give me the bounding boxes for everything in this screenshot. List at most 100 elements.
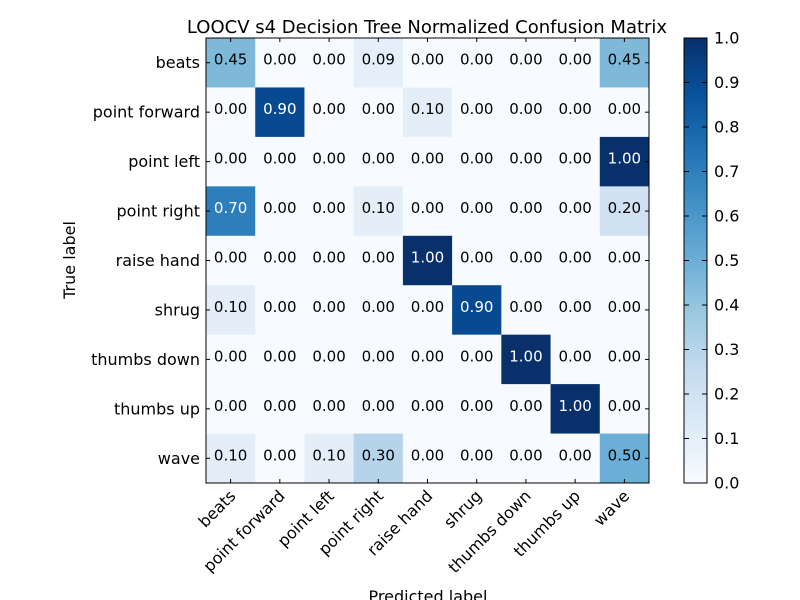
heatmap-cell	[599, 186, 650, 237]
heatmap-cell	[599, 38, 650, 88]
cell-value-label: 0.00	[509, 51, 542, 69]
colorbar-tick-label: 0.1	[714, 429, 739, 448]
heatmap-cell	[550, 285, 601, 336]
heatmap-cell	[353, 384, 404, 435]
heatmap-cell	[550, 433, 601, 484]
heatmap-cell	[501, 136, 552, 187]
colorbar-tick-label: 0.8	[714, 118, 739, 137]
cell-value-label: 0.00	[558, 298, 591, 316]
cell-value-label: 1.00	[558, 397, 591, 415]
cell-value-label: 0.30	[362, 446, 395, 464]
cell-value-label: 0.10	[214, 298, 247, 316]
heatmap-cell	[501, 235, 552, 286]
cell-value-label: 0.50	[608, 446, 641, 464]
heatmap-cell	[304, 384, 355, 435]
heatmap-cell	[402, 334, 453, 385]
cell-value-label: 0.00	[460, 347, 493, 365]
heatmap-cell	[353, 87, 404, 138]
cell-value-label: 0.00	[312, 298, 345, 316]
cell-value-label: 0.00	[312, 199, 345, 217]
heatmap-cell	[353, 433, 404, 484]
heatmap-cell	[452, 136, 502, 187]
heatmap-cell	[353, 38, 404, 88]
y-tick-label: raise hand	[116, 251, 200, 270]
heatmap-cell	[501, 334, 552, 385]
y-tick-label: thumbs up	[114, 399, 200, 418]
y-axis-label: True label	[60, 221, 79, 300]
cell-value-label: 0.00	[362, 249, 395, 267]
cell-value-label: 0.90	[460, 298, 493, 316]
cell-value-label: 0.00	[411, 397, 444, 415]
heatmap-cell	[206, 87, 256, 138]
y-tick-label: beats	[156, 53, 200, 72]
colorbar-tick-label: 0.4	[714, 296, 739, 315]
heatmap-cell	[402, 186, 453, 237]
heatmap-cell	[206, 235, 256, 286]
heatmap-cell	[599, 87, 650, 138]
cell-value-label: 0.09	[362, 51, 395, 69]
cell-value-label: 0.00	[312, 150, 345, 168]
cell-value-label: 0.00	[558, 100, 591, 118]
heatmap-cell	[599, 136, 650, 187]
heatmap-cell	[452, 186, 502, 237]
cell-value-label: 0.00	[509, 100, 542, 118]
cell-value-label: 0.90	[263, 100, 296, 118]
colorbar-tick-label: 0.2	[714, 385, 739, 404]
cell-value-label: 0.00	[509, 446, 542, 464]
colorbar-tick-label: 0.6	[714, 207, 739, 226]
cell-value-label: 0.10	[411, 100, 444, 118]
cell-value-label: 1.00	[411, 249, 444, 267]
cell-value-label: 0.00	[411, 298, 444, 316]
heatmap-cell	[255, 235, 305, 286]
cell-value-label: 0.00	[214, 347, 247, 365]
heatmap-cell	[402, 384, 453, 435]
cell-value-label: 0.00	[608, 347, 641, 365]
heatmap-cell	[255, 384, 305, 435]
heatmap-cell	[353, 186, 404, 237]
cell-value-label: 0.00	[263, 51, 296, 69]
heatmap-cell	[599, 285, 650, 336]
heatmap-cell	[501, 285, 552, 336]
cell-value-label: 0.00	[362, 298, 395, 316]
cell-value-label: 0.00	[263, 150, 296, 168]
heatmap-cell	[452, 87, 502, 138]
cell-value-label: 0.00	[312, 51, 345, 69]
heatmap-cell	[206, 285, 256, 336]
heatmap-cell	[452, 235, 502, 286]
colorbar-tick-label: 0.9	[714, 73, 739, 92]
heatmap-cell	[550, 186, 601, 237]
heatmap-cell	[206, 186, 256, 237]
cell-value-label: 0.45	[608, 51, 641, 69]
cell-value-label: 0.00	[214, 249, 247, 267]
cell-value-label: 0.10	[214, 446, 247, 464]
cell-value-label: 0.00	[411, 150, 444, 168]
heatmap-cell	[452, 285, 502, 336]
heatmap-cell	[402, 285, 453, 336]
cell-value-label: 0.00	[362, 150, 395, 168]
cell-value-label: 0.00	[411, 199, 444, 217]
heatmap-cell	[304, 285, 355, 336]
heatmap-cell	[255, 87, 305, 138]
colorbar-tick-label: 0.5	[714, 251, 739, 270]
heatmap-cell	[304, 235, 355, 286]
heatmap-cell	[255, 186, 305, 237]
cell-value-label: 0.70	[214, 199, 247, 217]
heatmap-cell	[402, 235, 453, 286]
heatmap-cells	[206, 38, 650, 484]
cell-value-label: 0.00	[460, 150, 493, 168]
heatmap-cell	[206, 334, 256, 385]
cell-value-label: 0.00	[263, 199, 296, 217]
y-tick-label: point right	[117, 202, 200, 221]
cell-value-label: 0.00	[460, 51, 493, 69]
heatmap-cell	[550, 235, 601, 286]
heatmap-cell	[255, 433, 305, 484]
heatmap-cell	[452, 384, 502, 435]
cell-value-label: 0.10	[312, 446, 345, 464]
chart-title: LOOCV s4 Decision Tree Normalized Confus…	[187, 17, 668, 38]
heatmap-cell	[550, 136, 601, 187]
heatmap-cell	[206, 433, 256, 484]
heatmap-cell	[550, 334, 601, 385]
heatmap-cell	[550, 87, 601, 138]
cell-value-label: 0.00	[558, 446, 591, 464]
